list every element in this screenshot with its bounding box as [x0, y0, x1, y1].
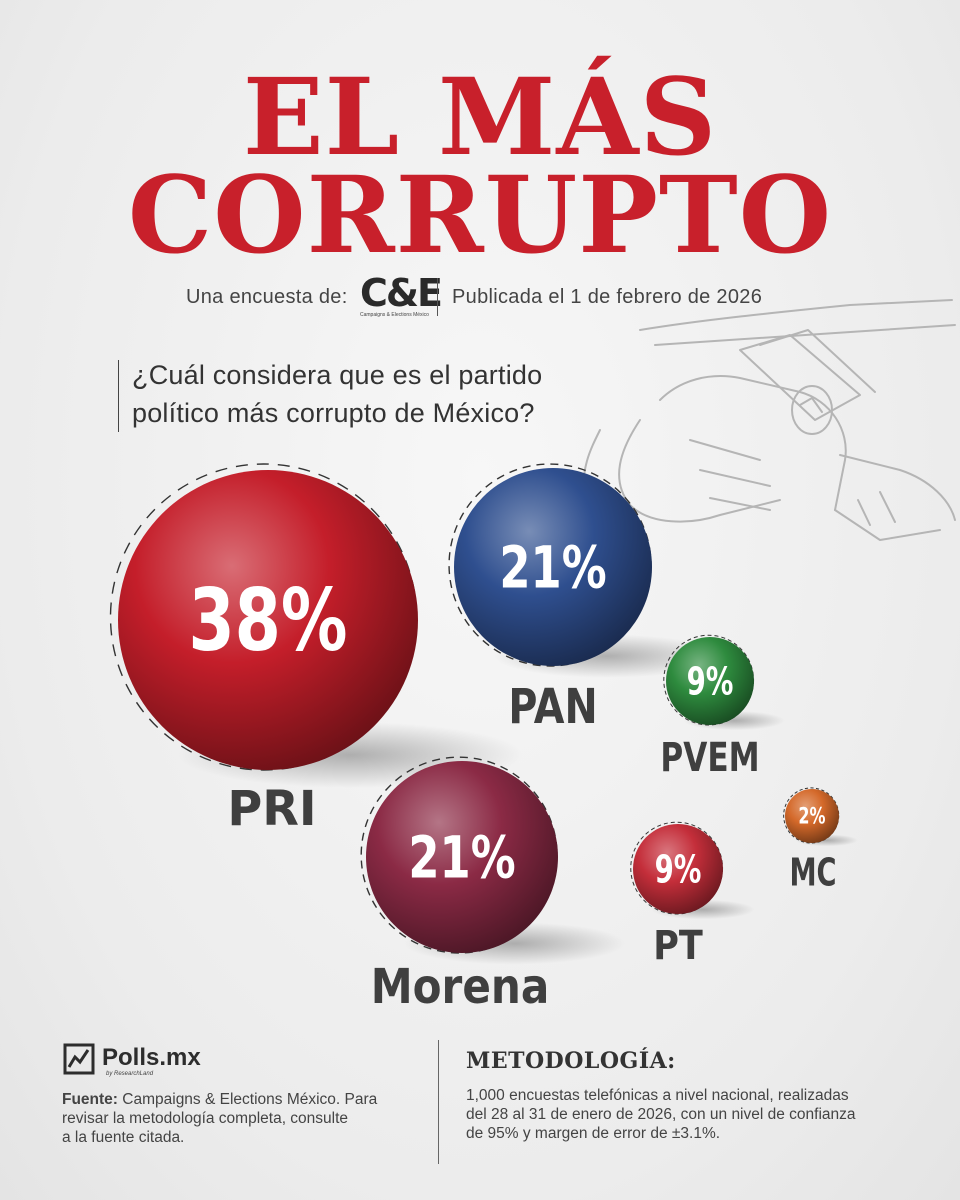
polls-mx-logo: Polls.mx by ResearchLand: [62, 1040, 262, 1080]
bubble-value-pan: 21%: [499, 533, 606, 601]
bubble-value-morena: 21%: [408, 823, 515, 891]
bubble-mc: 2% MC: [783, 787, 858, 894]
bubble-mc-circle: [785, 789, 839, 843]
bubble-value-pvem: 9%: [687, 659, 734, 703]
source-text-1: Campaigns & Elections México. Para: [122, 1091, 378, 1108]
survey-by-label: Una encuesta de:: [186, 286, 348, 308]
headline-line-1: EL MÁS: [242, 54, 718, 179]
methodology-text: 1,000 encuestas telefónicas a nivel naci…: [466, 1086, 936, 1143]
bubble-pt-circle: [633, 824, 723, 914]
headline-line-2: CORRUPTO: [127, 152, 833, 277]
footer-divider: [438, 1040, 439, 1164]
party-label-pan: PAN: [508, 679, 597, 735]
subtitle-divider: [437, 278, 438, 316]
party-label-pvem: PVEM: [660, 735, 759, 781]
source-line-1: Fuente: Campaigns & Elections México. Pa…: [62, 1090, 422, 1109]
bubble-pri: 38% PRI: [109, 463, 523, 837]
bubble-pt: 9% PT: [630, 821, 755, 969]
polls-brand-sub: by ResearchLand: [106, 1071, 154, 1077]
source-line-2: revisar la metodología completa, consult…: [62, 1110, 349, 1127]
question-accent-bar: [118, 360, 119, 432]
survey-question: ¿Cuál considera que es el partido políti…: [132, 356, 542, 432]
source-note: Fuente: Campaigns & Elections México. Pa…: [62, 1090, 422, 1147]
methodology-line-1: 1,000 encuestas telefónicas a nivel naci…: [466, 1087, 849, 1104]
chart-trend-icon: [63, 1043, 95, 1075]
bubble-value-pt: 9%: [655, 847, 702, 891]
party-label-pt: PT: [653, 923, 703, 969]
bubble-pvem-circle: [666, 637, 754, 725]
bubble-pri-circle: [118, 470, 418, 770]
question-line-2: político más corrupto de México?: [132, 398, 535, 428]
polls-brand: Polls.mx: [102, 1044, 201, 1071]
methodology-line-3: de 95% y margen de error de ±3.1%.: [466, 1125, 721, 1142]
party-label-morena: Morena: [371, 959, 550, 1015]
ce-logo-caption: Campaigns & Elections México: [360, 312, 429, 318]
bubble-pvem: 9% PVEM: [660, 634, 785, 781]
subtitle-bar: Una encuesta de: C&E Campaigns & Electio…: [0, 272, 960, 322]
party-label-mc: MC: [789, 850, 836, 894]
bubble-value-mc: 2%: [798, 805, 825, 830]
source-line-3: a la fuente citada.: [62, 1129, 185, 1146]
methodology-title: METODOLOGÍA:: [466, 1048, 676, 1074]
bubble-morena-circle: [366, 761, 558, 953]
party-label-pri: PRI: [227, 781, 316, 837]
question-line-1: ¿Cuál considera que es el partido: [132, 360, 543, 390]
bubble-morena: 21% Morena: [360, 756, 626, 1015]
bubble-pan: 21% PAN: [448, 463, 722, 735]
bubble-value-pri: 38%: [188, 571, 347, 671]
methodology-line-2: del 28 al 31 de enero de 2026, con un ni…: [466, 1106, 856, 1123]
bubble-pan-circle: [454, 468, 652, 666]
bubble-chart: 38% PRI 21% PAN 9% PVEM 21% Morena 9% PT 2% MC: [109, 299, 956, 1015]
source-label: Fuente:: [62, 1091, 118, 1108]
published-date: Publicada el 1 de febrero de 2026: [452, 286, 763, 308]
